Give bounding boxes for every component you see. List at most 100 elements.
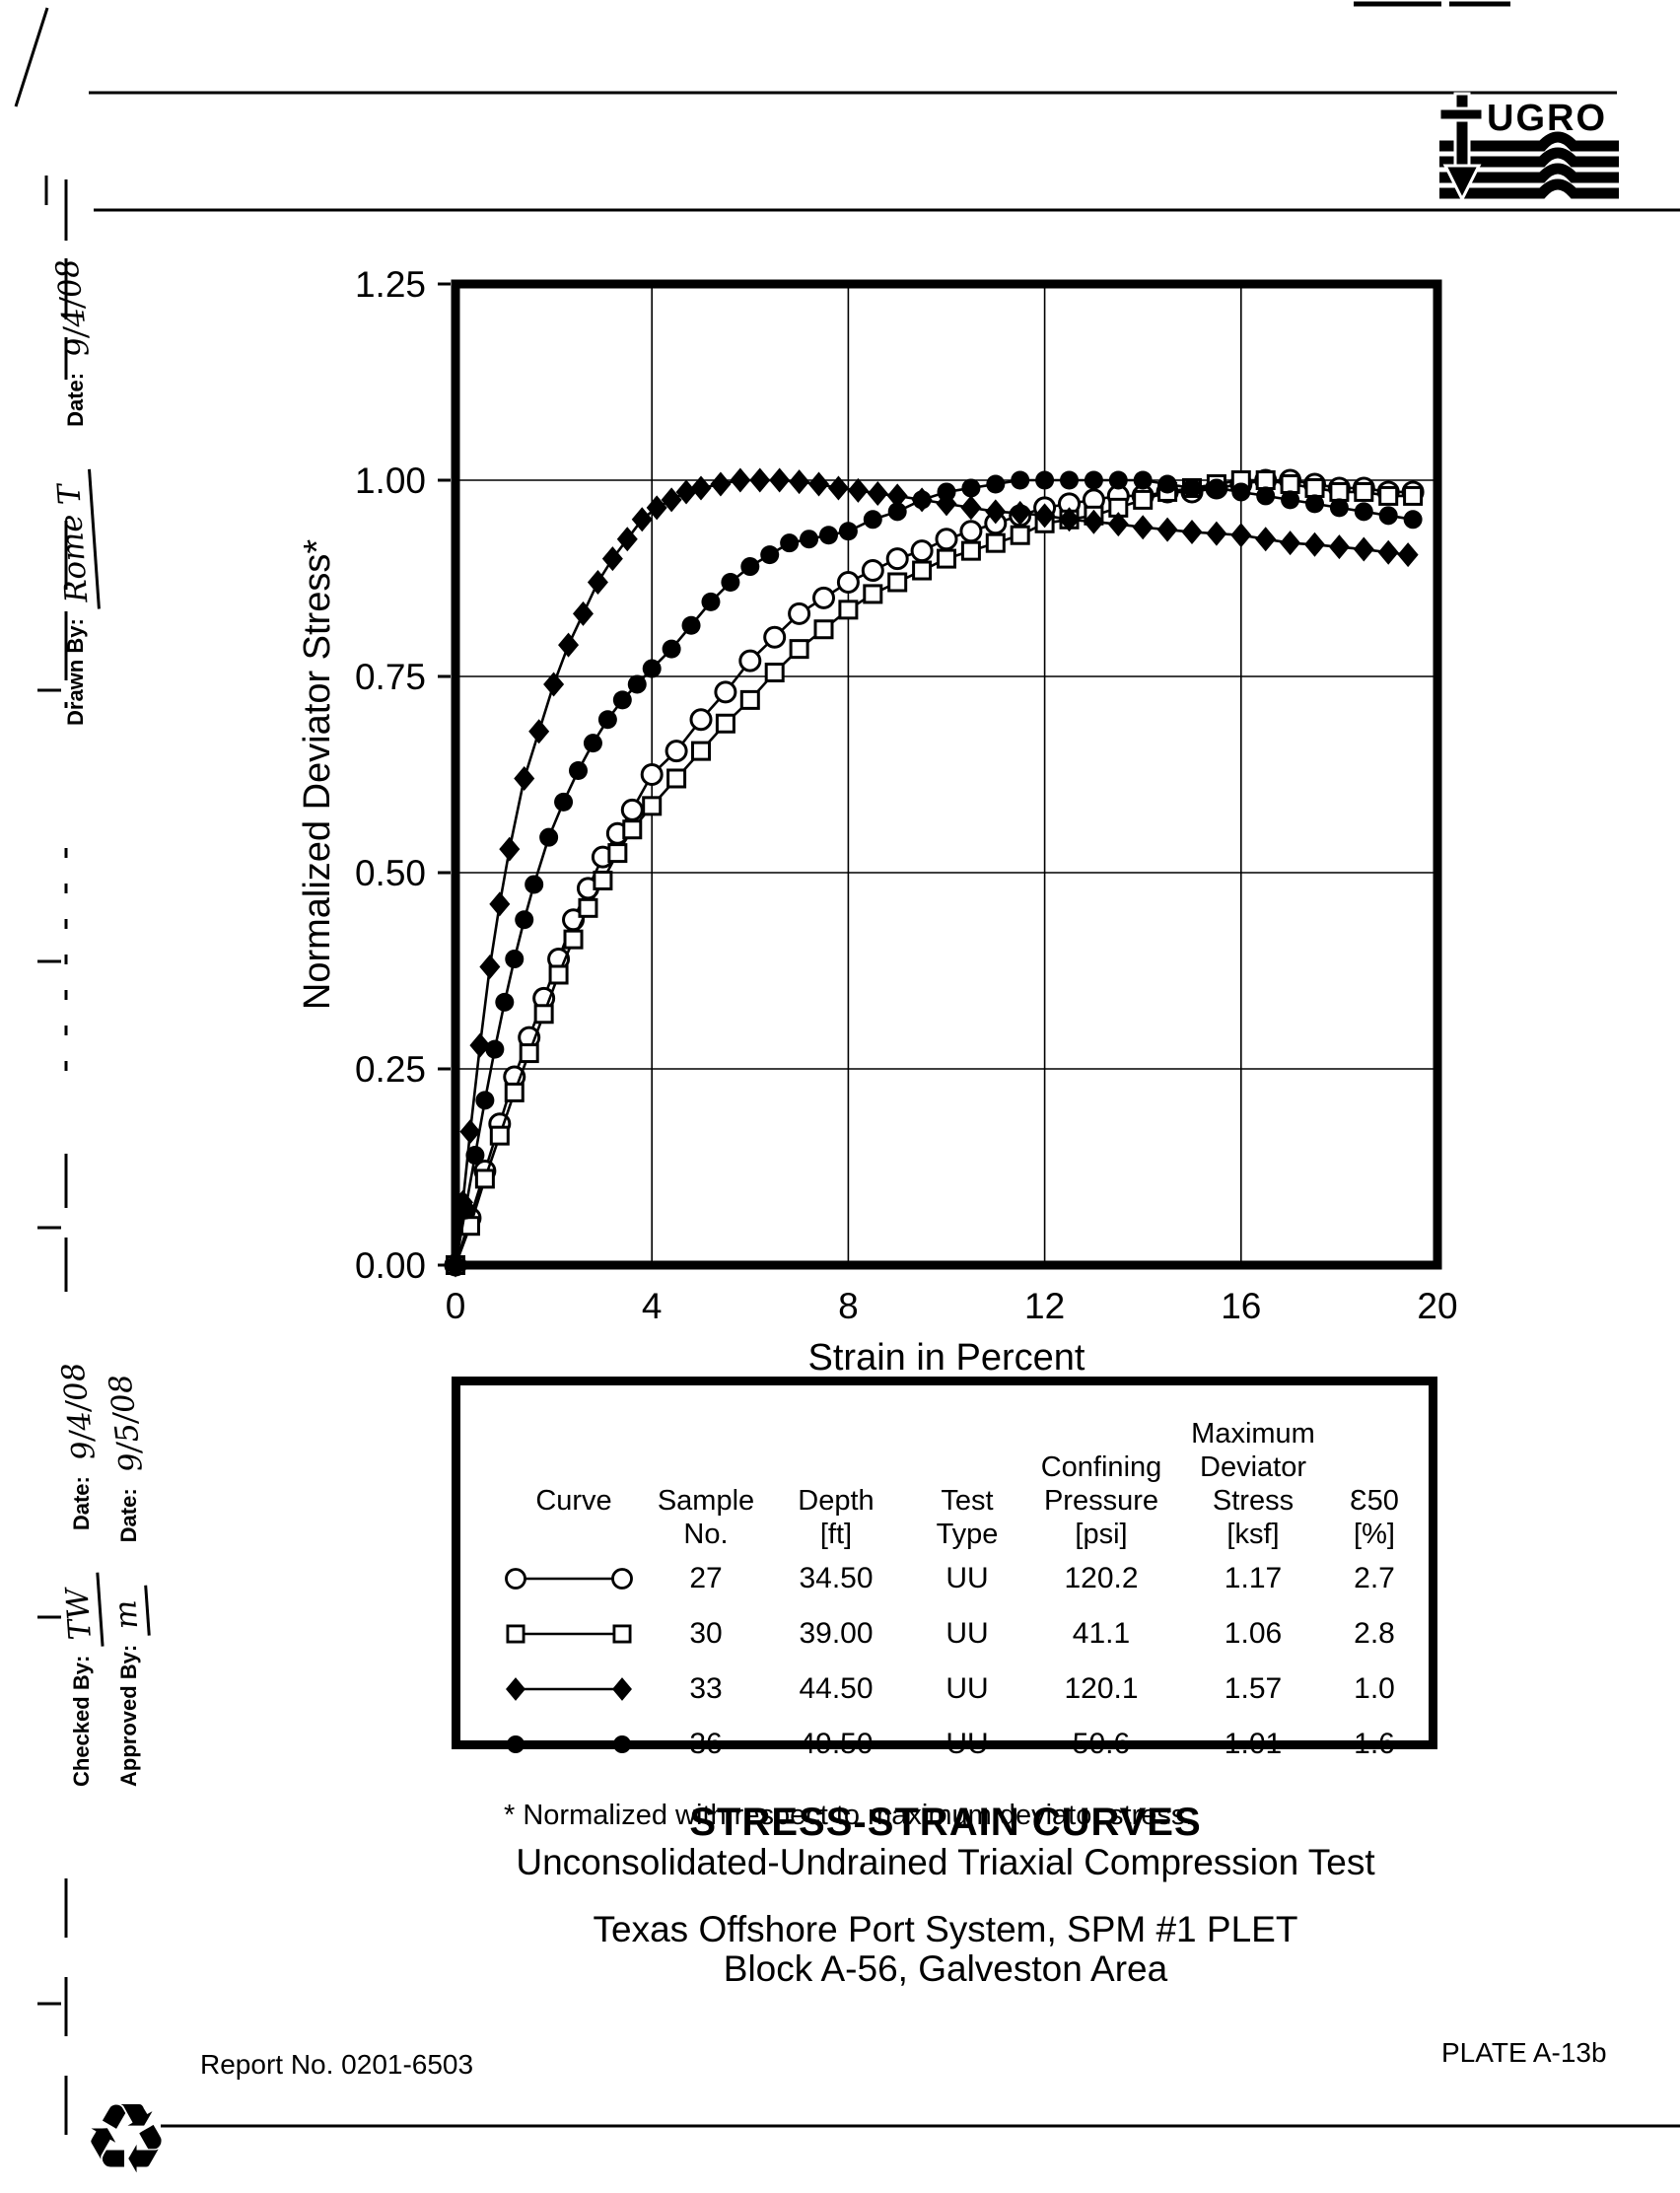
marker-square-open <box>578 897 598 918</box>
plot-frame <box>451 279 1442 1270</box>
marker-circle-filled <box>1305 494 1324 514</box>
drawn-by-block: Drawn By: Rome T Date: 9/4/08 <box>49 252 101 726</box>
marker-circle-filled <box>569 761 588 781</box>
marker-circle-filled <box>1256 486 1276 506</box>
table-cell: 41.1 <box>1072 1617 1131 1650</box>
marker-square-open <box>739 689 760 710</box>
marker-diamond-filled <box>489 891 511 917</box>
logo-f-stem <box>1453 92 1471 171</box>
fugro-logo: UGRO <box>1432 89 1627 210</box>
logo-f-arrowhead <box>1442 164 1482 203</box>
marker-square-open <box>1378 485 1399 506</box>
table-header-cell: Sample No. <box>657 1485 755 1550</box>
marker-diamond-filled <box>506 1677 525 1701</box>
marker-circle-filled <box>505 950 525 969</box>
marker-diamond-filled <box>1230 523 1252 548</box>
marker-circle-filled <box>485 1039 505 1059</box>
y-tick-label: 0.75 <box>355 657 426 697</box>
marker-circle-filled <box>780 533 800 553</box>
marker-diamond-filled <box>827 475 849 501</box>
marker-circle-filled <box>887 502 907 522</box>
marker-circle-filled <box>583 734 602 753</box>
y-tick-label: 0.25 <box>355 1049 426 1090</box>
table-cell: 27 <box>689 1562 723 1594</box>
marker-square-open <box>642 796 663 816</box>
marker-circle-filled <box>1378 506 1398 526</box>
marker-diamond-filled <box>1083 509 1104 534</box>
marker-circle-filled <box>1133 470 1153 490</box>
marker-square-open <box>691 741 711 761</box>
table-cell: 2.8 <box>1354 1617 1395 1650</box>
marker-circle-filled <box>1157 474 1177 494</box>
marker-circle-open <box>935 528 958 551</box>
marker-diamond-filled <box>1328 534 1350 560</box>
stress-strain-chart: 0.00 0.25 0.50 0.75 1.00 1.25 0 4 8 12 16 20 Strain … <box>276 242 1508 1390</box>
marker-square-open <box>1354 481 1374 502</box>
checked-by-block: Checked By: TW Date: 9/4/08 <box>55 1356 105 1787</box>
marker-square-open <box>813 619 834 640</box>
marker-circle-filled <box>554 792 574 812</box>
marker-square-open <box>1304 477 1325 498</box>
table-cell: 44.50 <box>799 1672 874 1705</box>
marker-square-open <box>506 1624 525 1644</box>
marker-diamond-filled <box>445 1252 466 1278</box>
marker-circle-open <box>611 1568 633 1590</box>
table-cell: 120.2 <box>1064 1562 1139 1594</box>
marker-circle-filled <box>506 1734 525 1754</box>
marker-circle-filled <box>1231 482 1251 502</box>
table-header-cell: Ɛ50 [%] <box>1350 1485 1399 1550</box>
marker-circle-filled <box>1403 510 1423 530</box>
marker-circle-open <box>885 547 909 571</box>
logo-wave-bar <box>1439 147 1619 168</box>
marker-diamond-filled <box>789 469 810 495</box>
marker-circle-filled <box>721 572 740 592</box>
marker-circle-open <box>714 680 737 704</box>
marker-circle-filled <box>642 659 662 678</box>
x-tick-label: 16 <box>1221 1286 1261 1326</box>
marker-circle-open <box>812 586 835 609</box>
marker-diamond-filled <box>646 495 667 521</box>
table-cell: UU <box>945 1617 989 1650</box>
table-cell: 50.6 <box>1072 1728 1131 1760</box>
table-cell: 36 <box>689 1728 723 1760</box>
fugro-logo-graphic: UGRO <box>1437 92 1619 203</box>
marker-circle-filled <box>597 710 617 730</box>
marker-square-open <box>548 964 569 985</box>
marker-circle-filled <box>627 674 647 694</box>
marker-circle-filled <box>760 545 780 565</box>
marker-circle-open <box>910 539 934 563</box>
drawn-by-signature: Rome T <box>50 468 101 612</box>
curve-symbol <box>500 1606 648 1662</box>
table-cell: 1.01 <box>1224 1728 1283 1760</box>
table-header-cell: Depth [ft] <box>798 1485 875 1550</box>
marker-circle-filled <box>612 1734 632 1754</box>
project-line-2: Block A-56, Galveston Area <box>723 1948 1168 1989</box>
approved-by-block: Approved By: m Date: 9/5/08 <box>103 1369 151 1787</box>
marker-square-open <box>960 540 981 561</box>
marker-diamond-filled <box>1107 512 1129 537</box>
marker-circle-filled <box>1011 470 1030 490</box>
x-tick-label: 4 <box>642 1286 663 1326</box>
drawn-date-value: 9/4/08 <box>49 256 97 359</box>
normalization-footnote: * Normalized with respect to maximum dev… <box>504 1800 1194 1831</box>
marker-diamond-filled <box>960 495 982 521</box>
marker-square-open <box>1133 489 1154 510</box>
marker-circle-filled <box>495 992 515 1012</box>
project-line-1: Texas Offshore Port System, SPM #1 PLET <box>593 1909 1298 1949</box>
marker-circle-filled <box>515 910 534 930</box>
marker-circle-filled <box>1207 478 1226 498</box>
marker-square-open <box>1403 485 1424 506</box>
x-tick-label: 20 <box>1417 1286 1457 1326</box>
marker-diamond-filled <box>1010 500 1031 526</box>
marker-square-open <box>607 843 628 864</box>
marker-square-open <box>715 713 735 734</box>
page-title: STRESS-STRAIN CURVES <box>689 1801 1202 1844</box>
logo-wave-bar <box>1439 131 1619 152</box>
table-cell: 49.50 <box>799 1728 874 1760</box>
marker-circle-open <box>665 740 688 763</box>
x-tick-label: 8 <box>838 1286 859 1326</box>
marker-diamond-filled <box>936 491 957 517</box>
table-header-cell: Curve <box>535 1485 612 1517</box>
